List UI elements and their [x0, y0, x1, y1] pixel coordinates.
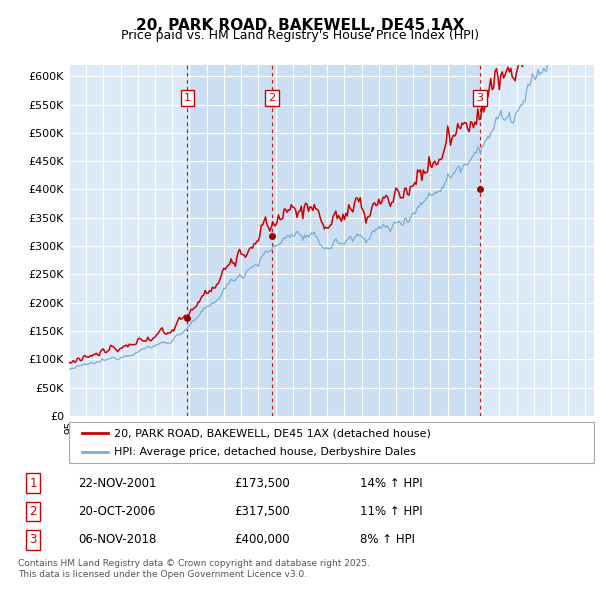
Text: Price paid vs. HM Land Registry's House Price Index (HPI): Price paid vs. HM Land Registry's House …: [121, 30, 479, 42]
Text: 1: 1: [29, 477, 37, 490]
Text: Contains HM Land Registry data © Crown copyright and database right 2025.
This d: Contains HM Land Registry data © Crown c…: [18, 559, 370, 579]
Text: £400,000: £400,000: [234, 533, 290, 546]
Text: 22-NOV-2001: 22-NOV-2001: [78, 477, 157, 490]
Text: HPI: Average price, detached house, Derbyshire Dales: HPI: Average price, detached house, Derb…: [113, 447, 415, 457]
Bar: [187, 65, 272, 416]
Text: 2: 2: [29, 505, 37, 518]
Text: 20-OCT-2006: 20-OCT-2006: [78, 505, 155, 518]
Text: 14% ↑ HPI: 14% ↑ HPI: [360, 477, 422, 490]
Text: 11% ↑ HPI: 11% ↑ HPI: [360, 505, 422, 518]
Text: 20, PARK ROAD, BAKEWELL, DE45 1AX: 20, PARK ROAD, BAKEWELL, DE45 1AX: [136, 18, 464, 32]
Text: 3: 3: [476, 93, 484, 103]
Text: 8% ↑ HPI: 8% ↑ HPI: [360, 533, 415, 546]
Text: 20, PARK ROAD, BAKEWELL, DE45 1AX (detached house): 20, PARK ROAD, BAKEWELL, DE45 1AX (detac…: [113, 428, 431, 438]
Text: £317,500: £317,500: [234, 505, 290, 518]
Text: £173,500: £173,500: [234, 477, 290, 490]
Bar: [272, 65, 480, 416]
Text: 3: 3: [29, 533, 37, 546]
Text: 1: 1: [184, 93, 191, 103]
FancyBboxPatch shape: [69, 422, 594, 463]
Text: 06-NOV-2018: 06-NOV-2018: [78, 533, 157, 546]
Text: 2: 2: [268, 93, 275, 103]
